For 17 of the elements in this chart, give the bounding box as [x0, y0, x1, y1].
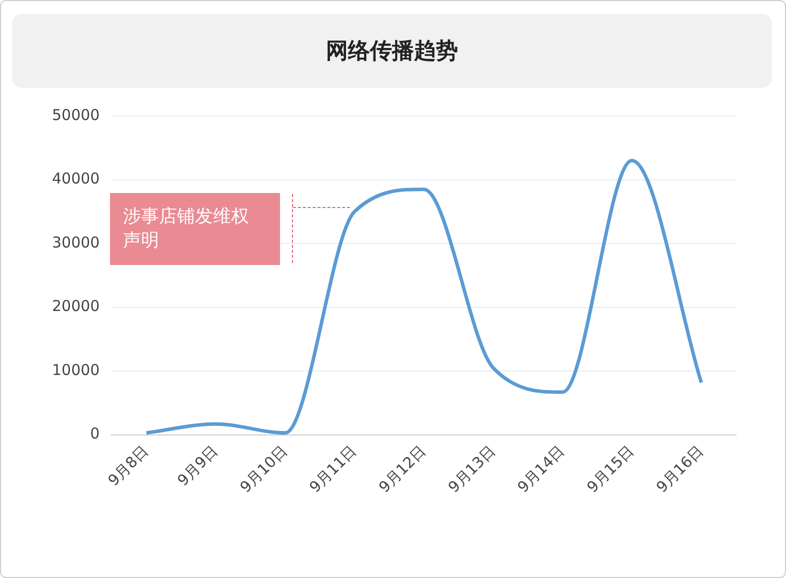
y-tick-label: 20000 [52, 297, 100, 316]
x-tick-label: 9月16日 [652, 442, 707, 496]
y-tick-label: 10000 [52, 360, 100, 379]
x-tick-label: 9月8日 [104, 442, 152, 490]
y-tick-label: 50000 [52, 106, 100, 124]
x-tick-label: 9月10日 [236, 442, 291, 496]
annotation: 涉事店铺发维权声明 [110, 193, 280, 265]
x-tick-label: 9月14日 [514, 442, 568, 496]
y-tick-label: 30000 [52, 233, 100, 252]
x-tick-label: 9月15日 [583, 442, 638, 496]
x-tick-label: 9月9日 [174, 442, 222, 490]
x-tick-label: 9月13日 [444, 442, 499, 496]
y-tick-label: 0 [90, 424, 100, 443]
x-tick-label: 9月11日 [306, 442, 360, 496]
y-tick-label: 40000 [52, 170, 100, 188]
chart-title: 网络传播趋势 [12, 14, 772, 88]
x-tick-label: 9月12日 [375, 442, 430, 496]
